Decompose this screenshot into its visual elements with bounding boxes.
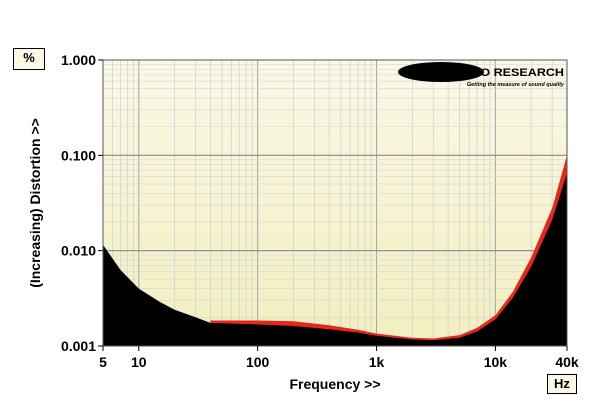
x-tick-label: 10: [131, 354, 147, 370]
x-tick-label: 5: [99, 354, 107, 370]
y-tick-label: 0.001: [61, 338, 96, 354]
logo-text: MILLER AUDIO RESEARCH: [400, 67, 564, 79]
x-axis-ticks: 5 10 100 1k 10k 40k: [99, 346, 579, 370]
x-axis-label: Frequency >>: [289, 376, 380, 392]
y-axis-ticks: 0.001 0.010 0.100 1.000: [61, 52, 103, 354]
plot-background: [103, 60, 567, 346]
x-unit-label: Hz: [547, 374, 577, 394]
y-tick-label: 1.000: [61, 52, 96, 68]
x-tick-label: 1k: [369, 354, 385, 370]
grid: [103, 60, 567, 346]
y-unit-label: %: [13, 48, 45, 70]
series-layer: [103, 155, 567, 346]
y-tick-label: 0.100: [61, 147, 96, 163]
y-tick-label: 0.010: [61, 243, 96, 259]
x-tick-label: 100: [246, 354, 270, 370]
x-tick-label: 10k: [484, 354, 508, 370]
x-tick-label: 40k: [555, 354, 579, 370]
logo-tagline: Getting the measure of sound quality: [467, 82, 565, 88]
brand-logo: MILLER AUDIO RESEARCH Getting the measur…: [398, 62, 565, 88]
plot-frame: [102, 59, 568, 347]
y-axis-label: (Increasing) Distortion >>: [27, 118, 43, 288]
logo-ellipse: [398, 62, 484, 82]
series-2-area: [103, 173, 567, 346]
